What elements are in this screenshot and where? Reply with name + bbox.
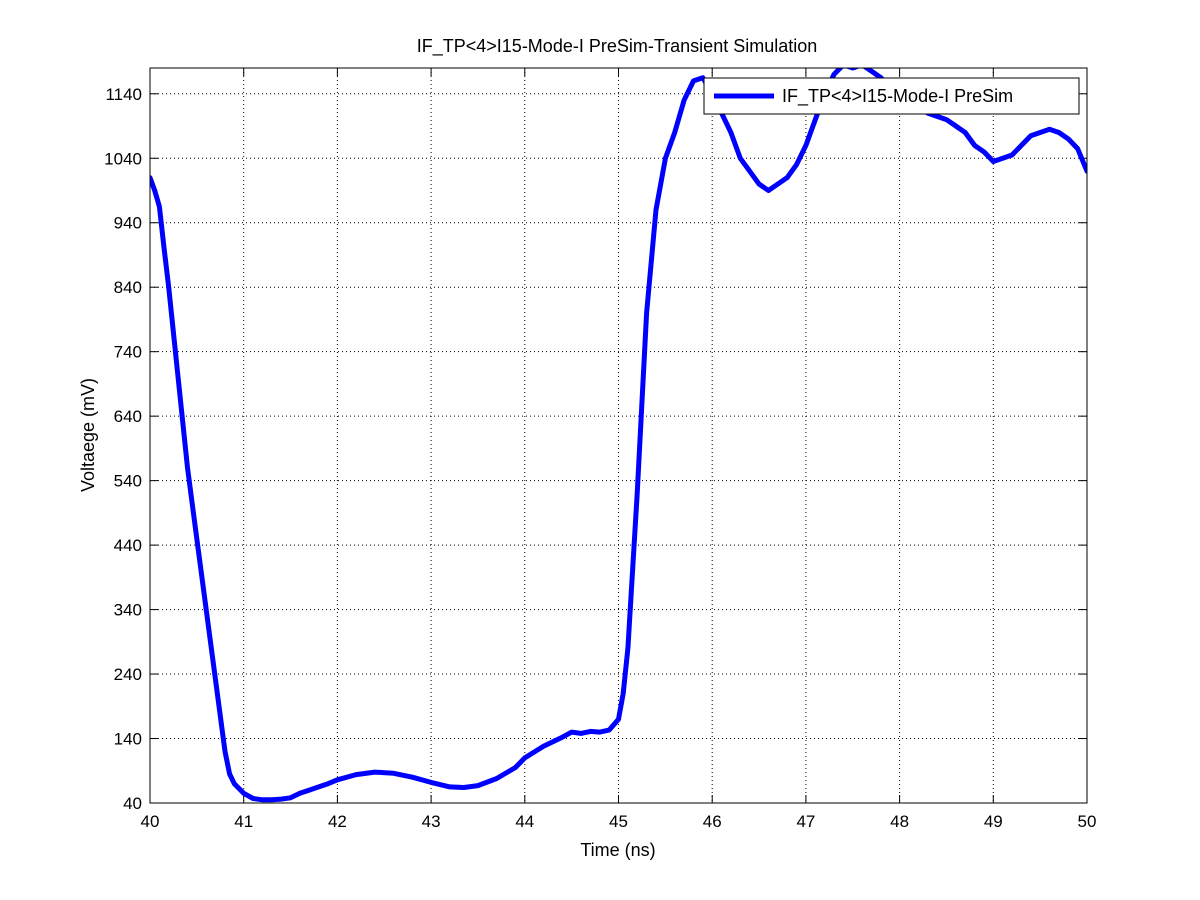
- x-tick-label: 48: [890, 812, 909, 831]
- y-tick-label: 540: [114, 472, 142, 491]
- ticks: 40 41 42 43 44 45 46 47 48 49 50 40 140 240 340 440 540 6…: [104, 68, 1096, 831]
- x-tick-label: 43: [422, 812, 441, 831]
- series-line-0: [150, 68, 1087, 803]
- x-tick-label: 49: [984, 812, 1003, 831]
- y-axis-label: Voltaege (mV): [78, 378, 98, 492]
- plot-frame: [149, 67, 1088, 804]
- y-tick-label: 440: [114, 536, 142, 555]
- series-layer: [150, 68, 1087, 803]
- x-tick-label: 50: [1078, 812, 1097, 831]
- y-tick-label: 840: [114, 278, 142, 297]
- legend: IF_TP<4>I15-Mode-I PreSim: [703, 77, 1080, 115]
- legend-entry: IF_TP<4>I15-Mode-I PreSim: [782, 86, 1013, 107]
- y-tick-label: 740: [114, 343, 142, 362]
- y-tick-label: 640: [114, 407, 142, 426]
- x-tick-label: 45: [609, 812, 628, 831]
- x-tick-label: 40: [141, 812, 160, 831]
- y-tick-label: 1040: [104, 149, 142, 168]
- x-tick-label: 44: [515, 812, 534, 831]
- grid: [150, 68, 1087, 803]
- y-tick-label: 40: [123, 794, 142, 813]
- y-tick-label: 340: [114, 601, 142, 620]
- x-tick-label: 42: [328, 812, 347, 831]
- chart-title: IF_TP<4>I15-Mode-I PreSim-Transient Simu…: [417, 36, 818, 57]
- x-axis-label: Time (ns): [580, 840, 655, 860]
- y-tick-label: 940: [114, 214, 142, 233]
- x-tick-label: 41: [234, 812, 253, 831]
- y-tick-label: 1140: [105, 85, 142, 104]
- y-tick-label: 140: [114, 730, 142, 749]
- y-tick-label: 240: [114, 665, 142, 684]
- x-tick-label: 47: [796, 812, 815, 831]
- x-tick-label: 46: [703, 812, 722, 831]
